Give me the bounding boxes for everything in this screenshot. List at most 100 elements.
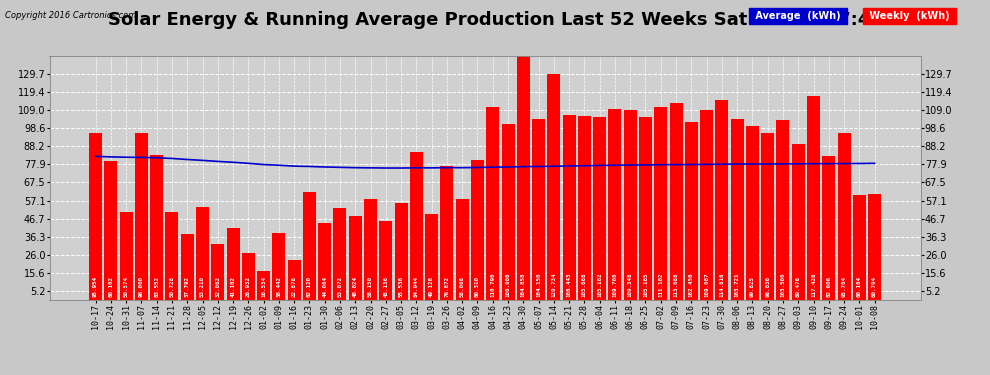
Bar [517, 13, 530, 300]
Text: 89.476: 89.476 [796, 276, 801, 297]
Text: 53.210: 53.210 [200, 276, 205, 297]
Text: 103.721: 103.721 [735, 273, 740, 297]
Text: 50.728: 50.728 [169, 276, 174, 297]
Text: Average  (kWh): Average (kWh) [752, 11, 844, 21]
Text: 114.816: 114.816 [720, 273, 725, 297]
Bar [792, 144, 805, 300]
Text: 96.036: 96.036 [765, 276, 770, 297]
Bar [838, 134, 850, 300]
Text: 110.790: 110.790 [490, 273, 495, 297]
Text: 113.088: 113.088 [673, 273, 678, 297]
Text: 83.552: 83.552 [154, 276, 159, 297]
Bar [502, 124, 515, 300]
Text: 105.668: 105.668 [582, 273, 587, 297]
Bar [257, 271, 270, 300]
Text: 82.606: 82.606 [827, 276, 832, 297]
Text: 16.534: 16.534 [261, 276, 266, 297]
Bar [395, 203, 408, 300]
Text: 50.574: 50.574 [124, 276, 129, 297]
Text: 105.165: 105.165 [643, 273, 648, 297]
Text: 84.944: 84.944 [414, 276, 419, 297]
Bar [364, 199, 377, 300]
Text: 62.120: 62.120 [307, 276, 312, 297]
Text: 76.872: 76.872 [445, 276, 449, 297]
Bar [486, 107, 499, 300]
Text: 164.858: 164.858 [521, 273, 526, 297]
Bar [745, 126, 759, 300]
Text: 53.072: 53.072 [338, 276, 343, 297]
Text: 109.708: 109.708 [613, 273, 618, 297]
Text: 105.102: 105.102 [597, 273, 602, 297]
Bar [852, 195, 866, 300]
Bar [227, 228, 240, 300]
Text: 80.310: 80.310 [475, 276, 480, 297]
Text: 96.000: 96.000 [139, 276, 144, 297]
Bar [379, 221, 392, 300]
Bar [471, 160, 484, 300]
Bar [669, 103, 682, 300]
Text: Copyright 2016 Cartronics.com: Copyright 2016 Cartronics.com [5, 11, 137, 20]
Text: 32.062: 32.062 [215, 276, 221, 297]
Bar [654, 106, 667, 300]
Bar [685, 122, 698, 300]
Text: 109.348: 109.348 [628, 273, 633, 297]
Text: 45.136: 45.136 [383, 276, 388, 297]
Bar [303, 192, 316, 300]
Text: 60.794: 60.794 [872, 276, 877, 297]
Text: 106.443: 106.443 [566, 273, 571, 297]
Bar [441, 166, 453, 300]
Text: Weekly  (kWh): Weekly (kWh) [866, 11, 953, 21]
Text: 129.734: 129.734 [551, 273, 556, 297]
Text: 80.102: 80.102 [108, 276, 114, 297]
Bar [135, 133, 148, 300]
Text: 109.087: 109.087 [704, 273, 709, 297]
Text: 37.792: 37.792 [185, 276, 190, 297]
Bar [639, 117, 652, 300]
Bar [593, 117, 606, 300]
Bar [196, 207, 209, 300]
Bar [716, 100, 729, 300]
Bar [823, 156, 836, 300]
Text: 111.102: 111.102 [658, 273, 663, 297]
Bar [562, 115, 575, 300]
Bar [761, 133, 774, 300]
Bar [547, 74, 560, 300]
Bar [89, 133, 102, 300]
Text: 95.954: 95.954 [93, 276, 98, 297]
Bar [165, 211, 178, 300]
Text: 44.064: 44.064 [322, 276, 328, 297]
Text: Solar Energy & Running Average Production Last 52 Weeks Sat Oct 15 17:48: Solar Energy & Running Average Productio… [108, 11, 882, 29]
Text: 58.008: 58.008 [459, 276, 464, 297]
Bar [150, 154, 163, 300]
Bar [532, 118, 545, 300]
Text: 117.426: 117.426 [811, 273, 816, 297]
Text: 55.536: 55.536 [399, 276, 404, 297]
Bar [410, 152, 423, 300]
Bar [624, 110, 637, 300]
Bar [807, 96, 820, 300]
Bar [700, 110, 713, 300]
Text: 58.150: 58.150 [368, 276, 373, 297]
Bar [318, 223, 332, 300]
Bar [348, 216, 361, 300]
Text: 26.932: 26.932 [246, 276, 250, 297]
Text: 22.878: 22.878 [292, 276, 297, 297]
Bar [425, 214, 439, 300]
Text: 48.024: 48.024 [352, 276, 357, 297]
Text: 104.150: 104.150 [536, 273, 542, 297]
Text: 100.906: 100.906 [506, 273, 511, 297]
Bar [334, 208, 346, 300]
Text: 99.825: 99.825 [749, 276, 755, 297]
Bar [609, 109, 622, 300]
Bar [868, 194, 881, 300]
Text: 49.128: 49.128 [429, 276, 435, 297]
Text: 38.442: 38.442 [276, 276, 281, 297]
Bar [104, 160, 118, 300]
Text: 41.102: 41.102 [231, 276, 236, 297]
Bar [211, 244, 225, 300]
Bar [578, 116, 591, 300]
Bar [272, 233, 285, 300]
Bar [242, 253, 254, 300]
Bar [776, 120, 789, 300]
Text: 102.456: 102.456 [689, 273, 694, 297]
